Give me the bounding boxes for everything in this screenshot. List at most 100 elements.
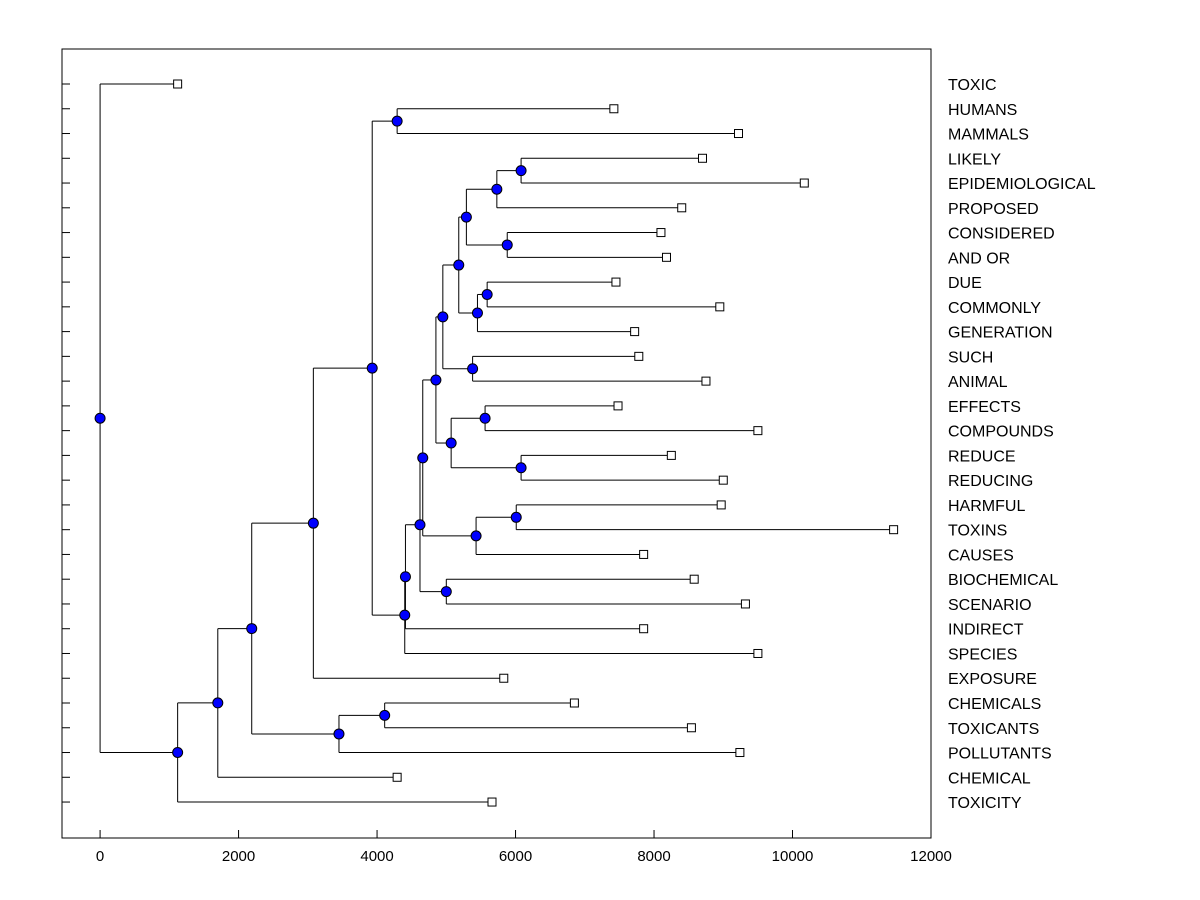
leaf-marker-humans: [609, 104, 619, 114]
node-marker-m9: [467, 363, 479, 375]
leaf-marker-considered: [656, 228, 666, 238]
leaf-label-generation: GENERATION: [948, 325, 1053, 342]
node-marker-m22: [366, 362, 378, 374]
leaf-marker-effects: [613, 401, 623, 411]
leaf-marker-reduce: [666, 450, 676, 460]
leaf-marker-animal: [701, 376, 711, 386]
leaf-marker-reducing: [718, 475, 728, 485]
node-marker-m28: [172, 746, 184, 758]
leaf-label-toxins: TOXINS: [948, 523, 1007, 540]
leaf-label-exposure: EXPOSURE: [948, 671, 1037, 688]
leaf-label-compounds: COMPOUNDS: [948, 424, 1054, 441]
leaf-marker-mammals: [734, 129, 744, 139]
leaf-label-mammals: MAMMALS: [948, 127, 1029, 144]
leaf-label-harmful: HARMFUL: [948, 498, 1025, 515]
leaf-marker-scenario: [740, 599, 750, 609]
node-marker-m27: [212, 697, 224, 709]
node-marker-m13: [445, 437, 457, 449]
x-tick-label-2000: 2000: [222, 848, 255, 865]
x-tick-label-8000: 8000: [637, 848, 670, 865]
x-tick-label-4000: 4000: [360, 848, 393, 865]
leaf-marker-proposed: [677, 203, 687, 213]
leaf-label-and-or: AND OR: [948, 250, 1010, 267]
leaf-marker-and-or: [661, 252, 671, 262]
leaf-label-biochemical: BIOCHEMICAL: [948, 572, 1058, 589]
leaf-label-epidemiological: EPIDEMIOLOGICAL: [948, 176, 1096, 193]
leaf-label-chemicals: CHEMICALS: [948, 696, 1041, 713]
leaf-label-species: SPECIES: [948, 646, 1017, 663]
leaf-marker-toxicity: [487, 797, 497, 807]
node-marker-m24: [379, 709, 391, 721]
leaf-markers-layer: [173, 79, 899, 807]
leaf-label-reduce: REDUCE: [948, 448, 1016, 465]
leaf-label-pollutants: POLLUTANTS: [948, 746, 1052, 763]
node-marker-m10: [437, 311, 449, 323]
leaf-marker-toxins: [889, 525, 899, 535]
node-marker-m15: [510, 511, 522, 523]
leaf-label-due: DUE: [948, 275, 982, 292]
leaf-labels-layer: TOXIC HUMANS MAMMALS LIKELY EPIDEMIOLOGICAL P…: [948, 77, 1096, 812]
leaf-marker-likely: [697, 153, 707, 163]
leaf-marker-chemical: [392, 772, 402, 782]
leaf-marker-exposure: [499, 673, 509, 683]
leaf-label-proposed: PROPOSED: [948, 201, 1039, 218]
leaf-marker-species: [753, 648, 763, 658]
y-ticks-layer: [62, 83, 70, 803]
leaf-label-scenario: SCENARIO: [948, 597, 1032, 614]
node-marker-m7: [471, 307, 483, 319]
leaf-label-considered: CONSIDERED: [948, 226, 1055, 243]
leaf-label-effects: EFFECTS: [948, 399, 1021, 416]
leaf-label-animal: ANIMAL: [948, 374, 1008, 391]
node-marker-m4: [501, 239, 513, 251]
node-marker-m1: [391, 115, 403, 127]
x-tick-label-10000: 10000: [772, 848, 814, 865]
node-marker-m25: [333, 728, 345, 740]
leaf-marker-toxicants: [686, 723, 696, 733]
leaf-label-causes: CAUSES: [948, 547, 1014, 564]
node-marker-m21: [399, 609, 411, 621]
leaf-marker-epidemiological: [799, 178, 809, 188]
leaf-marker-due: [611, 277, 621, 287]
leaf-marker-such: [634, 351, 644, 361]
leaf-label-indirect: INDIRECT: [948, 622, 1024, 639]
leaf-marker-toxic: [173, 79, 183, 89]
leaf-marker-pollutants: [735, 748, 745, 758]
leaf-marker-harmful: [716, 500, 726, 510]
leaf-marker-compounds: [753, 426, 763, 436]
leaf-label-reducing: REDUCING: [948, 473, 1033, 490]
leaf-marker-chemicals: [569, 698, 579, 708]
leaf-label-toxic: TOXIC: [948, 77, 997, 94]
node-marker-m5: [460, 211, 472, 223]
leaf-label-likely: LIKELY: [948, 151, 1001, 168]
node-marker-m20: [399, 571, 411, 583]
x-tick-label-6000: 6000: [499, 848, 532, 865]
leaf-marker-biochemical: [689, 574, 699, 584]
node-marker-m3: [491, 183, 503, 195]
node-marker-m12: [515, 462, 527, 474]
leaf-label-toxicants: TOXICANTS: [948, 721, 1039, 738]
x-tick-label-0: 0: [96, 848, 104, 865]
leaf-label-such: SUCH: [948, 349, 993, 366]
node-marker-m18: [440, 586, 452, 598]
leaf-label-humans: HUMANS: [948, 102, 1017, 119]
node-marker-m17: [417, 452, 429, 464]
leaf-marker-commonly: [715, 302, 725, 312]
leaf-label-commonly: COMMONLY: [948, 300, 1041, 317]
plot-frame: [61, 48, 932, 839]
node-marker-m8: [453, 259, 465, 271]
node-marker-m16: [470, 530, 482, 542]
node-marker-m23: [307, 517, 319, 529]
node-markers-layer: [94, 115, 527, 758]
node-marker-m29: [94, 412, 106, 424]
leaf-marker-indirect: [639, 624, 649, 634]
node-marker-m11: [479, 412, 491, 424]
leaf-marker-generation: [630, 327, 640, 337]
node-marker-m6: [481, 288, 493, 300]
node-marker-m26: [246, 623, 258, 635]
x-ticks-layer: 0 2000 4000 6000 8000 10000 12000: [96, 830, 952, 865]
leaf-label-chemical: CHEMICAL: [948, 770, 1031, 787]
node-marker-m14: [430, 374, 442, 386]
leaf-marker-causes: [639, 549, 649, 559]
node-marker-m19: [414, 519, 426, 531]
